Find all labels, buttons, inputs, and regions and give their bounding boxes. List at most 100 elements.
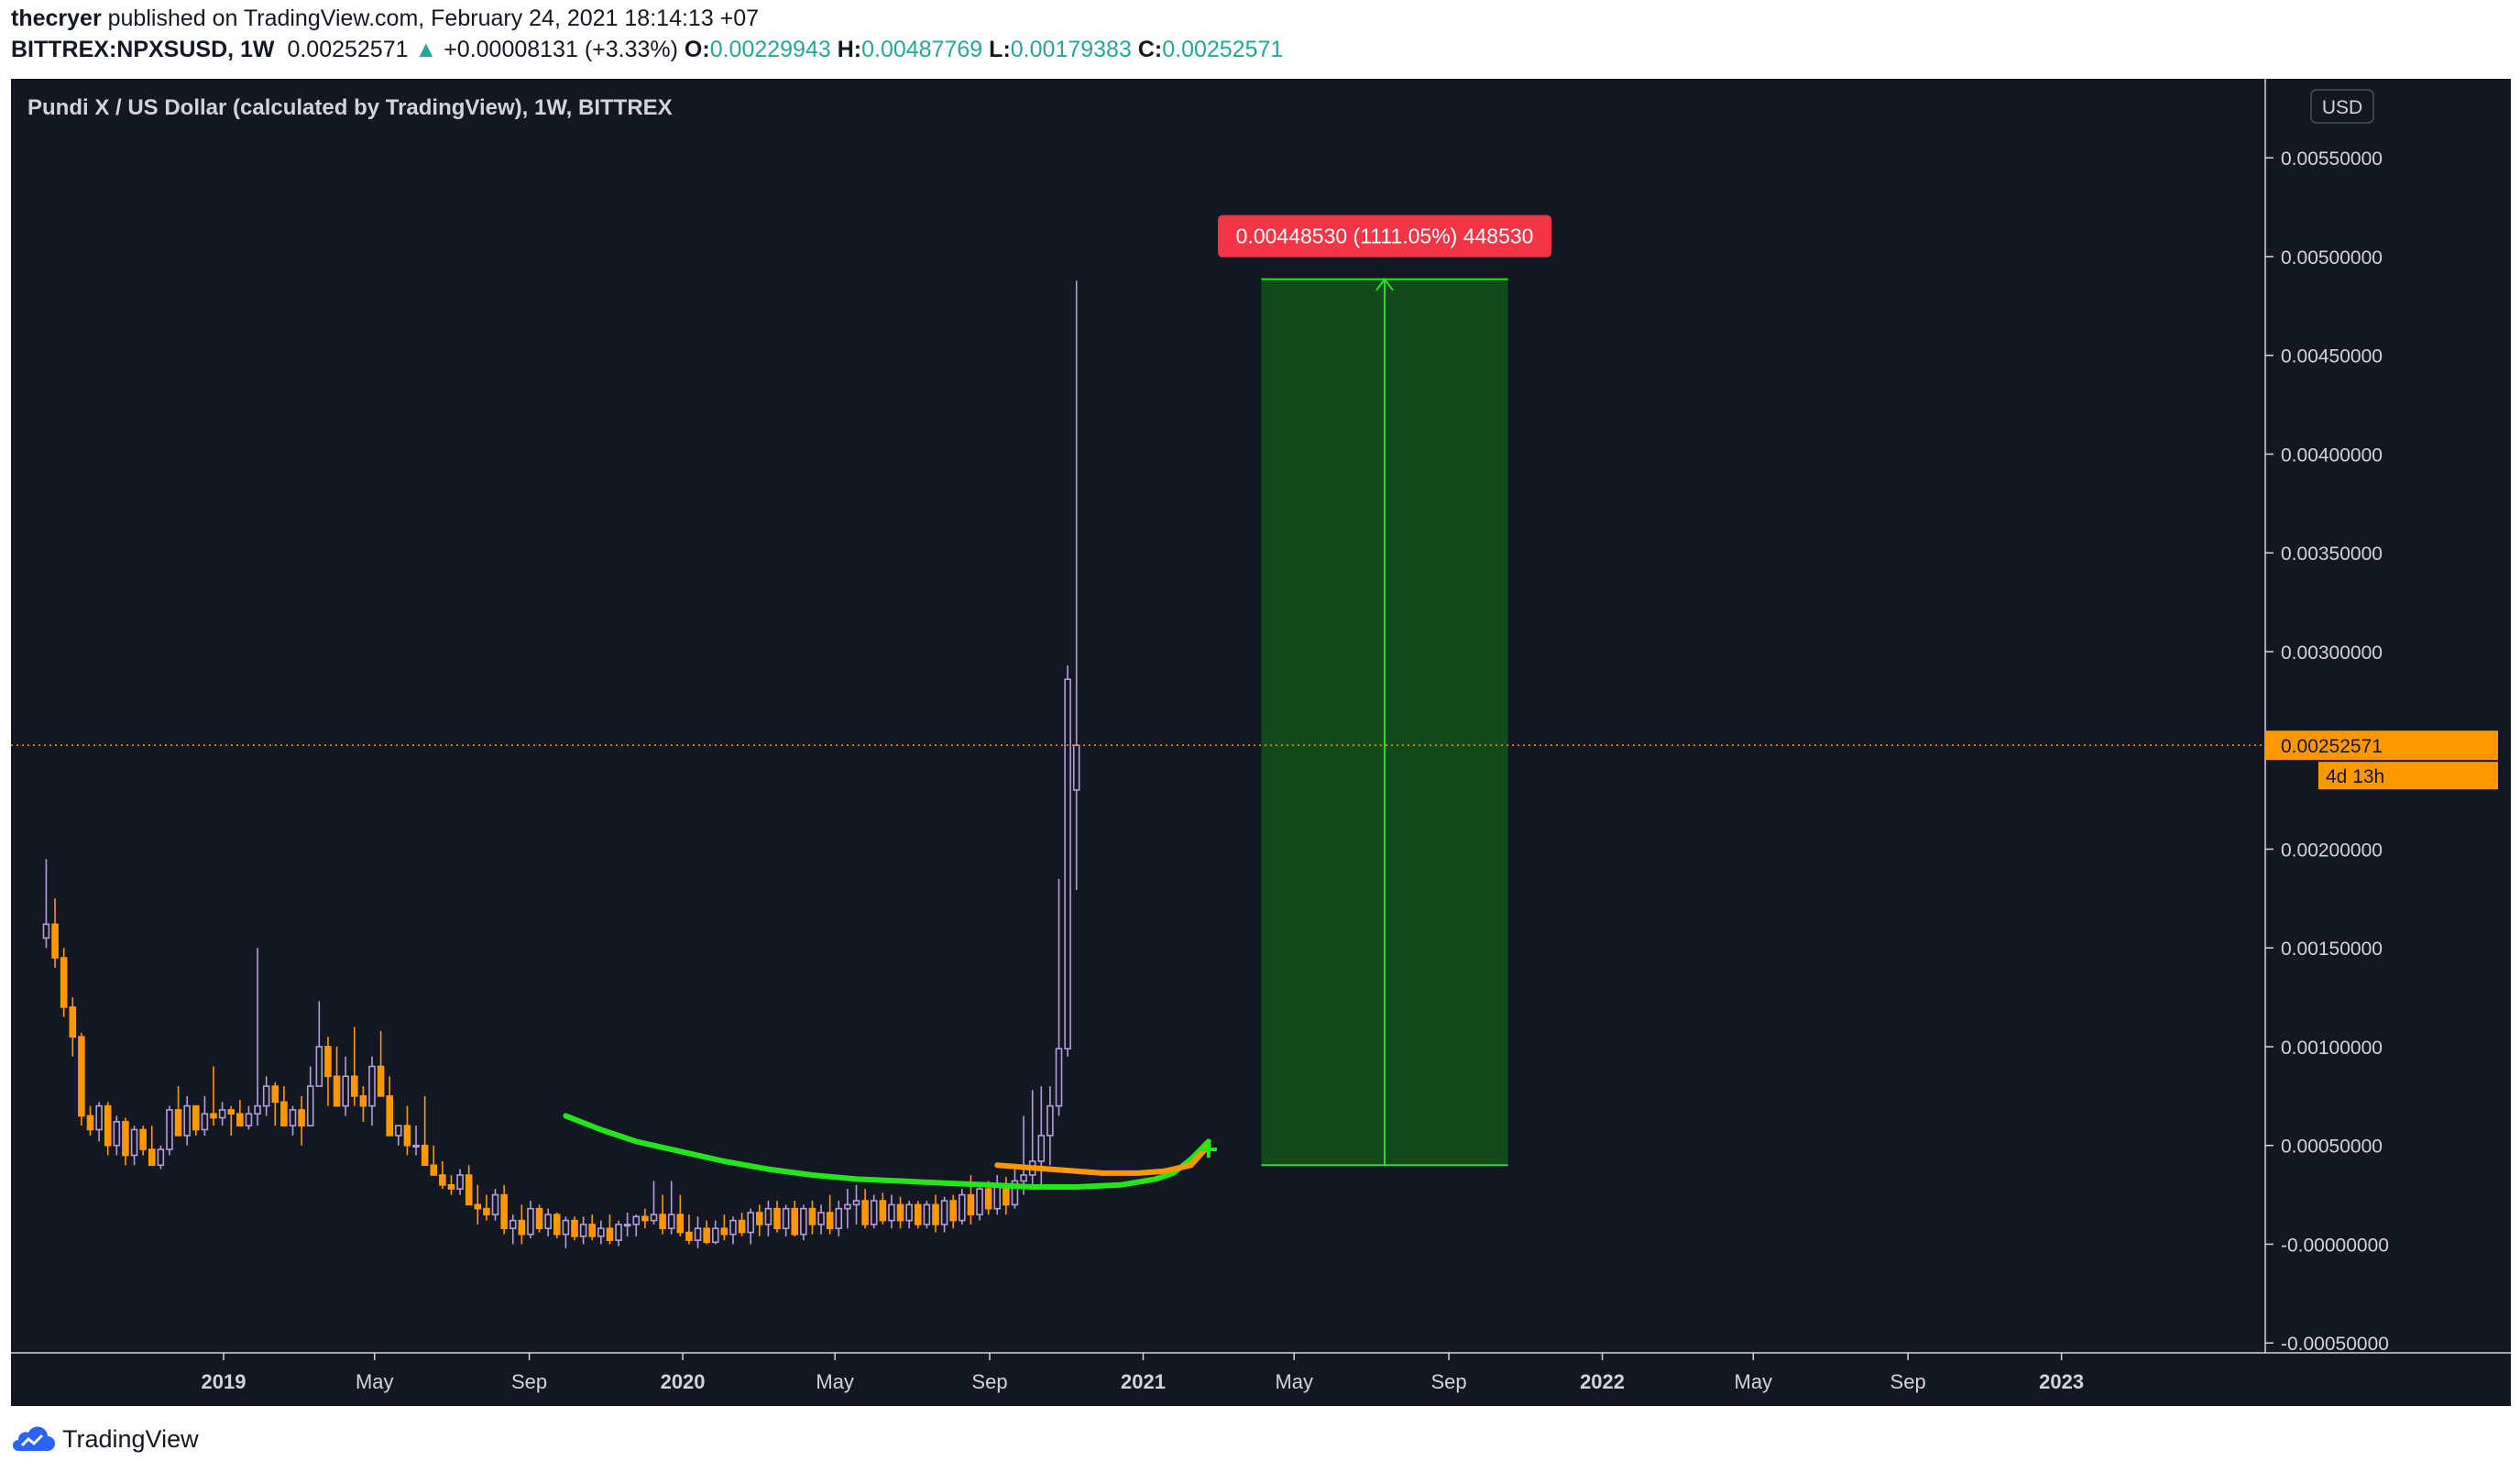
candle-body xyxy=(729,1219,737,1236)
candle-body xyxy=(192,1104,200,1131)
time-tick-label: May xyxy=(816,1370,854,1393)
candle xyxy=(773,1201,781,1233)
candle-body xyxy=(333,1075,341,1107)
candle-body xyxy=(1055,1048,1063,1107)
candle xyxy=(667,1181,675,1235)
candle-body xyxy=(959,1193,966,1222)
time-tick-label: Sep xyxy=(511,1370,547,1393)
candle-body xyxy=(932,1203,939,1225)
candle-body xyxy=(218,1109,226,1119)
candle xyxy=(465,1165,473,1206)
price-change: +0.00008131 (+3.33%) xyxy=(444,37,678,62)
open-key: O: xyxy=(684,37,710,62)
candle-body xyxy=(756,1212,763,1225)
candle xyxy=(245,1105,253,1130)
candle xyxy=(1046,1086,1054,1166)
candle-body xyxy=(782,1207,790,1230)
candle-body xyxy=(227,1109,236,1115)
candle xyxy=(430,1145,438,1176)
chart-title: Pundi X / US Dollar (calculated by Tradi… xyxy=(27,95,673,120)
candle-body xyxy=(940,1200,948,1225)
candle xyxy=(764,1201,772,1236)
candle xyxy=(597,1220,605,1245)
candle xyxy=(324,1037,332,1106)
candle-body xyxy=(245,1113,253,1126)
candle xyxy=(395,1125,402,1146)
candle-body xyxy=(430,1164,438,1176)
candle-body xyxy=(667,1214,675,1230)
candle xyxy=(315,1001,323,1087)
price-tick-label: -0.00050000 xyxy=(2281,1334,2389,1355)
candle xyxy=(421,1095,429,1167)
price-chart[interactable]: 0.00448530 (1111.05%) 448530 + 0.0055000… xyxy=(11,79,2511,1406)
candle-body xyxy=(491,1193,499,1215)
candle-body xyxy=(280,1101,288,1126)
candle xyxy=(157,1145,165,1170)
candle xyxy=(641,1208,649,1229)
candles-layer xyxy=(42,280,1080,1248)
candle xyxy=(262,1076,270,1116)
candle-body xyxy=(130,1128,138,1157)
candle xyxy=(949,1194,957,1229)
candle-body xyxy=(157,1148,165,1167)
candle xyxy=(130,1126,138,1166)
candle xyxy=(192,1104,200,1136)
price-tick-label: -0.00000000 xyxy=(2281,1235,2389,1256)
candle xyxy=(606,1214,614,1245)
price-tick-label: 0.00150000 xyxy=(2281,939,2383,960)
candle-body xyxy=(967,1193,975,1215)
candle-body xyxy=(122,1121,129,1157)
candle xyxy=(69,997,77,1057)
candle xyxy=(623,1212,631,1236)
candle xyxy=(95,1102,103,1142)
candle-body xyxy=(456,1174,464,1190)
candle-body xyxy=(826,1212,834,1230)
candle-body xyxy=(350,1075,358,1097)
candle-body xyxy=(817,1212,825,1225)
candle-body xyxy=(289,1109,297,1126)
time-tick-label: May xyxy=(356,1370,394,1393)
candle-body xyxy=(606,1227,614,1241)
candle-body xyxy=(914,1203,922,1225)
brand-name: TradingView xyxy=(62,1424,199,1453)
price-tick-label: 0.00450000 xyxy=(2281,346,2383,368)
current-price-label-bg xyxy=(2265,731,2498,761)
candle xyxy=(756,1204,763,1236)
candle-body xyxy=(703,1227,710,1244)
time-tick-label: 2022 xyxy=(1580,1370,1625,1393)
candle xyxy=(342,1056,349,1116)
countdown-label-bg xyxy=(2318,762,2498,790)
chart-panel[interactable]: 0.00448530 (1111.05%) 448530 + 0.0055000… xyxy=(11,79,2511,1406)
candle xyxy=(483,1194,490,1221)
candle-body xyxy=(984,1188,992,1210)
candle xyxy=(403,1105,411,1156)
price-tick-label: 0.00400000 xyxy=(2281,445,2383,466)
price-tick-label: 0.00550000 xyxy=(2281,148,2383,170)
candle xyxy=(1011,1169,1019,1209)
candle-body xyxy=(395,1125,402,1137)
candle xyxy=(932,1194,939,1233)
time-tick-label: 2023 xyxy=(2039,1370,2084,1393)
candle xyxy=(579,1216,587,1245)
currency-button xyxy=(2310,89,2374,124)
candle-body xyxy=(632,1215,641,1225)
candle-body xyxy=(174,1109,182,1137)
candle xyxy=(782,1204,790,1236)
price-tick-label: 0.00300000 xyxy=(2281,643,2383,664)
candle-body xyxy=(306,1085,314,1126)
tradingview-branding[interactable]: TradingView xyxy=(13,1423,199,1456)
candle-body xyxy=(342,1075,349,1107)
candle xyxy=(615,1220,622,1247)
candle xyxy=(298,1095,305,1146)
candle xyxy=(183,1095,191,1146)
candle-body xyxy=(623,1224,631,1227)
candle-body xyxy=(359,1095,367,1107)
author-name[interactable]: thecryer xyxy=(11,5,102,31)
candle-body xyxy=(262,1085,270,1107)
currency-label: USD xyxy=(2322,97,2362,118)
candle xyxy=(808,1201,816,1235)
time-axis: 2019 May Sep 2020 May Sep 2021 May Sep 2022 May Sep… xyxy=(11,1352,2511,1406)
candle xyxy=(86,1105,94,1136)
candle-body xyxy=(518,1219,526,1236)
